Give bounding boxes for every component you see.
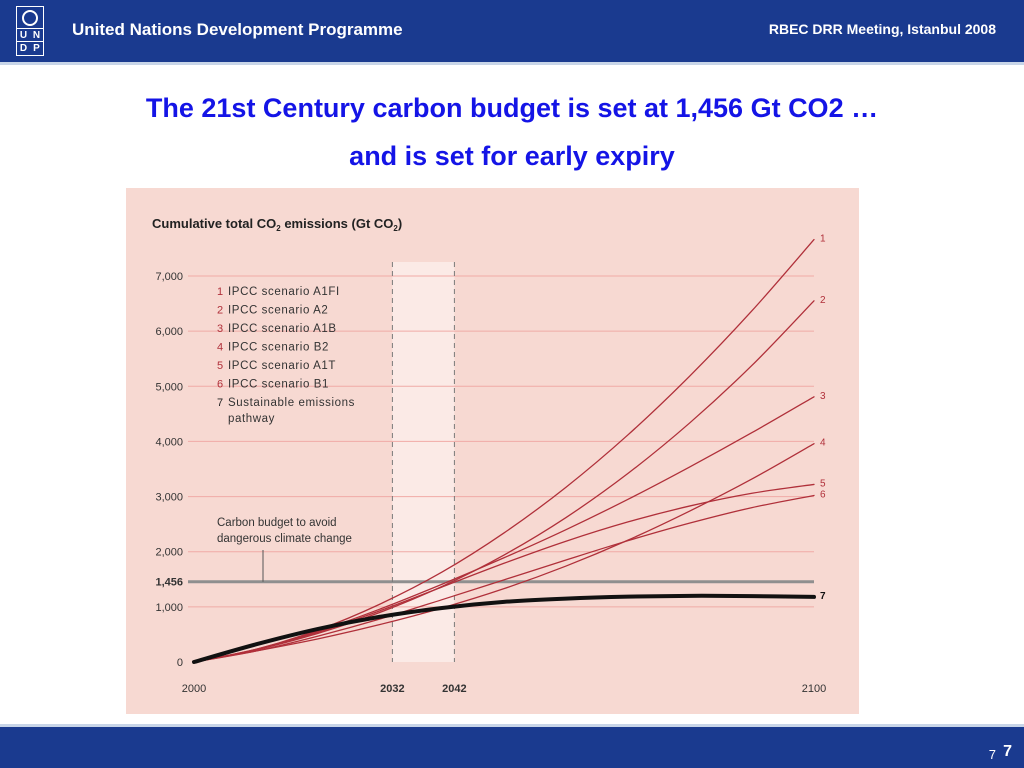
logo-letter: U <box>17 28 30 41</box>
y-tick-label: 5,000 <box>155 381 183 393</box>
x-tick-label: 2032 <box>380 683 404 695</box>
slide-title-line-2: and is set for early expiry <box>349 141 675 171</box>
chart-background <box>126 188 859 714</box>
legend-label-continued: pathway <box>228 413 275 425</box>
chart-title-suffix: ) <box>398 216 402 231</box>
y-tick-label: 1,456 <box>155 577 183 589</box>
x-tick-label: 2042 <box>442 683 466 695</box>
legend-number: 4 <box>217 342 223 354</box>
un-globe-icon <box>22 10 38 26</box>
chart-title-subscript-2: 2 <box>393 224 398 233</box>
chart-title-prefix: Cumulative total CO <box>152 216 276 231</box>
header-bar: U N D P United Nations Development Progr… <box>0 0 1024 62</box>
legend-label: Sustainable emissions <box>228 397 355 409</box>
series-end-label: 7 <box>820 591 826 602</box>
meeting-name: RBEC DRR Meeting, Istanbul 2008 <box>768 21 996 37</box>
y-tick-label: 2,000 <box>155 547 183 559</box>
chart-legend: 1 IPCC scenario A1FI 2 IPCC scenario A2 3 IPC… <box>217 286 355 425</box>
slide-title: The 21st Century carbon budget is set at… <box>0 84 1024 180</box>
chart-title-subscript: 2 <box>276 224 281 233</box>
series-end-label: 3 <box>820 391 826 402</box>
series-line-5 <box>193 483 815 663</box>
legend-number: 3 <box>217 323 223 335</box>
slide-title-line-1: The 21st Century carbon budget is set at… <box>145 93 879 123</box>
y-tick-label: 4,000 <box>155 436 183 448</box>
legend-label: IPCC scenario A1FI <box>228 286 340 298</box>
logo-letter: N <box>30 28 43 41</box>
series-line-3 <box>193 396 815 663</box>
x-tick-label: 2100 <box>802 683 826 695</box>
chart-title-middle: emissions (Gt CO <box>281 216 394 231</box>
series-end-label: 4 <box>820 438 826 449</box>
legend-label: IPCC scenario A2 <box>228 305 328 317</box>
legend-number: 2 <box>217 305 223 317</box>
budget-label-line-2: dangerous climate change <box>217 533 352 545</box>
slide-number: 7 <box>1003 743 1012 760</box>
y-tick-label: 7,000 <box>155 271 183 283</box>
logo-letter: P <box>30 41 43 54</box>
series-end-label: 1 <box>820 234 826 245</box>
legend-number: 7 <box>217 397 223 409</box>
legend-label: IPCC scenario A1B <box>228 323 337 335</box>
slide-number-small: 7 <box>988 747 996 762</box>
series-end-label: 6 <box>820 489 826 500</box>
footer-divider <box>0 724 1024 727</box>
header-divider <box>0 62 1024 65</box>
legend-number: 6 <box>217 379 223 391</box>
legend-number: 5 <box>217 360 223 372</box>
logo-letter: D <box>17 41 30 54</box>
legend-label: IPCC scenario B2 <box>228 342 329 354</box>
series-end-label: 2 <box>820 295 826 306</box>
legend-label: IPCC scenario B1 <box>228 379 329 391</box>
x-tick-label: 2000 <box>182 683 206 695</box>
budget-annotation: Carbon budget to avoid dangerous climate… <box>217 517 352 582</box>
y-tick-label: 3,000 <box>155 492 183 504</box>
organization-name: United Nations Development Programme <box>72 20 403 39</box>
series-line-1 <box>193 238 815 663</box>
legend-label: IPCC scenario A1T <box>228 360 336 372</box>
series-line-7 <box>192 593 816 664</box>
series-end-label: 5 <box>820 478 826 489</box>
y-tick-label: 6,000 <box>155 326 183 338</box>
y-tick-label: 1,000 <box>155 602 183 614</box>
undp-logo: U N D P <box>16 6 44 56</box>
chart-title: Cumulative total CO2 emissions (Gt CO2) <box>152 216 402 233</box>
budget-label-line-1: Carbon budget to avoid <box>217 517 337 529</box>
y-tick-label: 0 <box>177 657 183 669</box>
series-line-2 <box>193 300 815 663</box>
legend-number: 1 <box>217 286 223 298</box>
footer-bar <box>0 727 1024 768</box>
series-line-6 <box>193 494 815 663</box>
series-line-4 <box>193 442 815 663</box>
